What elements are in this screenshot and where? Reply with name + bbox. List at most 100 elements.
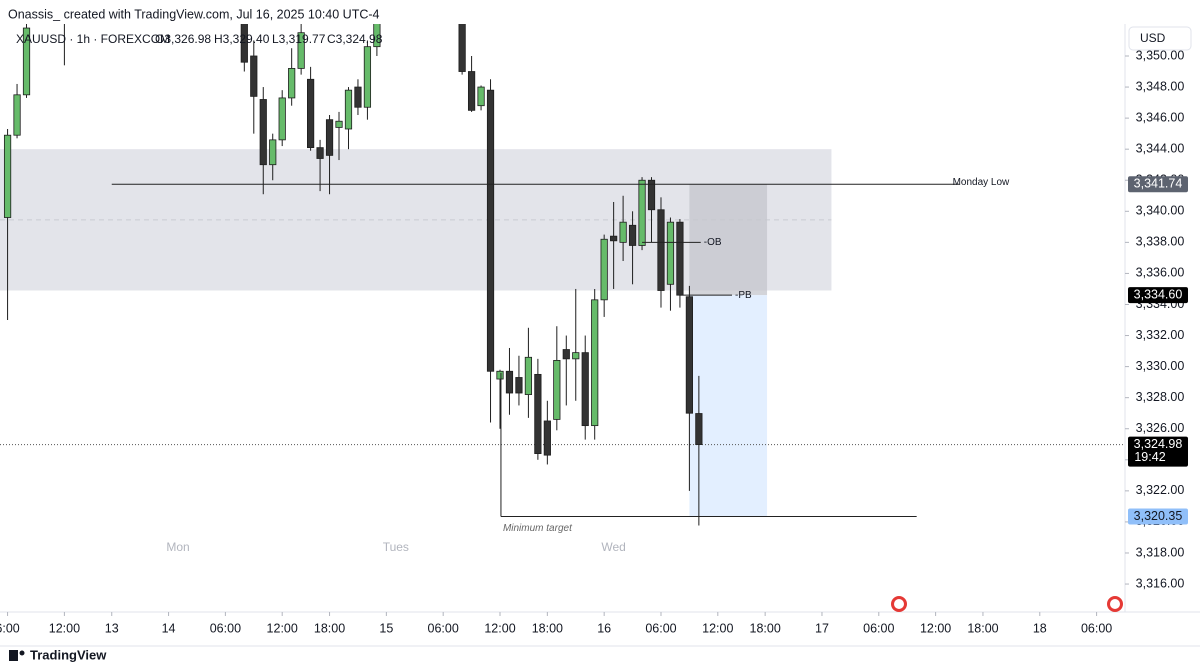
- candle-body: [373, 24, 381, 48]
- currency: USD: [1140, 31, 1166, 45]
- session-label: Mon: [166, 540, 189, 554]
- price-tag: [1128, 436, 1188, 467]
- y-tick-label: 3,316.00: [1136, 576, 1185, 590]
- x-tick-label: 15: [379, 621, 393, 635]
- session-label: Tues: [383, 540, 409, 554]
- symbol: XAUUSD · 1h · FOREXCOM: [16, 32, 170, 46]
- candle-body: [297, 32, 305, 69]
- footer-brand: TradingView: [30, 647, 107, 662]
- y-tick-label: 3,322.00: [1136, 483, 1185, 497]
- x-tick-label: 06:00: [210, 621, 241, 635]
- level-label: -OB: [704, 237, 722, 248]
- x-tick-label: 14: [162, 621, 176, 635]
- y-tick-label: 3,336.00: [1136, 266, 1185, 280]
- x-tick-label: 18:00: [967, 621, 998, 635]
- candle-body: [666, 221, 675, 285]
- logo: [9, 650, 25, 661]
- candle-body: [647, 179, 656, 211]
- candle-body: [524, 356, 533, 395]
- candle-body: [13, 94, 21, 136]
- candle-body: [591, 299, 599, 427]
- plot-area: Mon Tues Wed Monday Low -OB -PB Minimum target: [0, 24, 1125, 554]
- y-tick-label: 3,346.00: [1136, 110, 1185, 124]
- candle-body: [288, 68, 296, 99]
- candle-body: [553, 359, 561, 420]
- price-tag-label: 3,334.60: [1134, 287, 1183, 301]
- x-tick-label: 06:00: [645, 621, 676, 635]
- candle-body: [316, 147, 324, 159]
- x-tick-label: 18: [1033, 621, 1047, 635]
- candle-body: [22, 27, 31, 96]
- candle-body: [685, 296, 693, 414]
- candle-body: [259, 99, 267, 166]
- event-flag[interactable]: [891, 596, 907, 612]
- candle-body: [628, 224, 637, 246]
- candle-body: [676, 221, 684, 296]
- candle-body: [657, 209, 665, 291]
- x-tick-label: 12:00: [484, 621, 515, 635]
- y-tick-label: 3,338.00: [1136, 235, 1185, 249]
- position-stop: [689, 184, 768, 296]
- y-tick-label: 3,340.00: [1136, 204, 1185, 218]
- price-tag: [1128, 176, 1188, 193]
- candle-body: [354, 86, 362, 108]
- candle-body: [363, 46, 372, 108]
- candle-body: [458, 24, 466, 72]
- chart-title: Onassis_ created with TradingView.com, J…: [8, 7, 380, 21]
- ohlc-close: C3,324.98: [327, 32, 383, 46]
- y-tick-label: 3,318.00: [1136, 545, 1185, 559]
- candle-body: [3, 134, 12, 218]
- event-flag[interactable]: [1107, 596, 1123, 612]
- candle-body: [278, 97, 286, 141]
- candle-body: [572, 352, 580, 360]
- candle-body: [477, 86, 485, 107]
- candle-body: [496, 370, 504, 380]
- candle-body: [250, 55, 258, 97]
- candle-body: [505, 370, 514, 394]
- candle-body: [600, 238, 608, 301]
- x-tick-label: 16: [597, 621, 611, 635]
- ohlc-low: L3,319.77: [272, 32, 326, 46]
- candle-body: [543, 420, 551, 456]
- candle-body: [515, 377, 523, 394]
- price-tag-label: 3,341.74: [1134, 177, 1183, 191]
- x-tick-label: 06:00: [428, 621, 459, 635]
- level-label: -PB: [735, 290, 752, 301]
- price-tag-label: 3,324.98: [1134, 437, 1183, 451]
- y-tick-label: 3,326.00: [1136, 421, 1185, 435]
- price-tag: [1128, 508, 1188, 525]
- x-tick-label: 18:00: [532, 621, 563, 635]
- candle-body: [695, 413, 703, 445]
- x-tick-label: 12:00: [267, 621, 298, 635]
- candle-body: [581, 352, 589, 427]
- candle-body: [269, 139, 277, 166]
- candle-body: [534, 373, 542, 454]
- candle-body: [344, 89, 353, 130]
- price-tag: [1128, 287, 1188, 304]
- x-tick-label: 06:00: [863, 621, 894, 635]
- x-tick-label: 17: [815, 621, 829, 635]
- candle-body: [307, 78, 315, 149]
- ohlc-high: H3,329.40: [214, 32, 270, 46]
- candle-body: [562, 349, 570, 360]
- position-target: [689, 295, 768, 517]
- candle-body: [619, 221, 627, 243]
- candle-body: [240, 24, 248, 63]
- y-tick-label: 3,332.00: [1136, 328, 1185, 342]
- y-tick-label: 3,330.00: [1136, 359, 1185, 373]
- level-label: Minimum target: [503, 523, 573, 534]
- x-tick-label: 13: [105, 621, 119, 635]
- x-tick-label: 12:00: [702, 621, 733, 635]
- session-label: Wed: [601, 540, 625, 554]
- currency-box[interactable]: [1128, 26, 1192, 51]
- candle-body: [610, 235, 618, 242]
- y-tick-label: 3,348.00: [1136, 79, 1185, 93]
- y-tick-label: 3,328.00: [1136, 390, 1185, 404]
- y-tick-label: 3,350.00: [1136, 48, 1185, 62]
- candle-body: [486, 89, 495, 372]
- candle-body: [335, 120, 343, 128]
- x-tick-label: 18:00: [314, 621, 345, 635]
- x-tick-label: 06:00: [1081, 621, 1112, 635]
